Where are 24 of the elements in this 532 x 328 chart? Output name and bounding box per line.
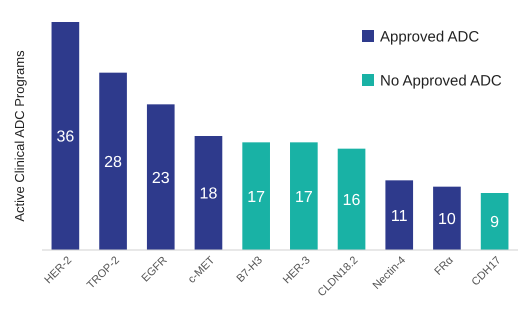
data-label: 23	[152, 170, 170, 187]
bar	[385, 180, 414, 250]
data-label: 18	[200, 186, 218, 203]
data-label: 10	[438, 210, 456, 228]
data-label: 9	[490, 214, 500, 232]
data-label: 17	[294, 188, 313, 206]
bar	[480, 193, 508, 250]
x-tick-label: FRα	[432, 254, 456, 278]
bar	[242, 142, 270, 250]
legend-label: No Approved ADC	[380, 72, 502, 90]
data-label: 36	[56, 128, 74, 146]
bar	[433, 186, 461, 250]
data-label: 28	[104, 154, 122, 171]
data-label: 11	[390, 208, 408, 225]
legend-label: Approved ADC	[380, 28, 480, 46]
bar	[194, 136, 222, 250]
bar	[338, 148, 366, 250]
bar	[146, 104, 175, 250]
y-axis-title: Active Clinical ADC Programs	[12, 50, 27, 222]
bar	[99, 72, 127, 250]
bar	[290, 142, 318, 250]
data-label: 17	[247, 188, 266, 206]
data-label: 16	[342, 192, 361, 209]
bar	[52, 22, 80, 250]
